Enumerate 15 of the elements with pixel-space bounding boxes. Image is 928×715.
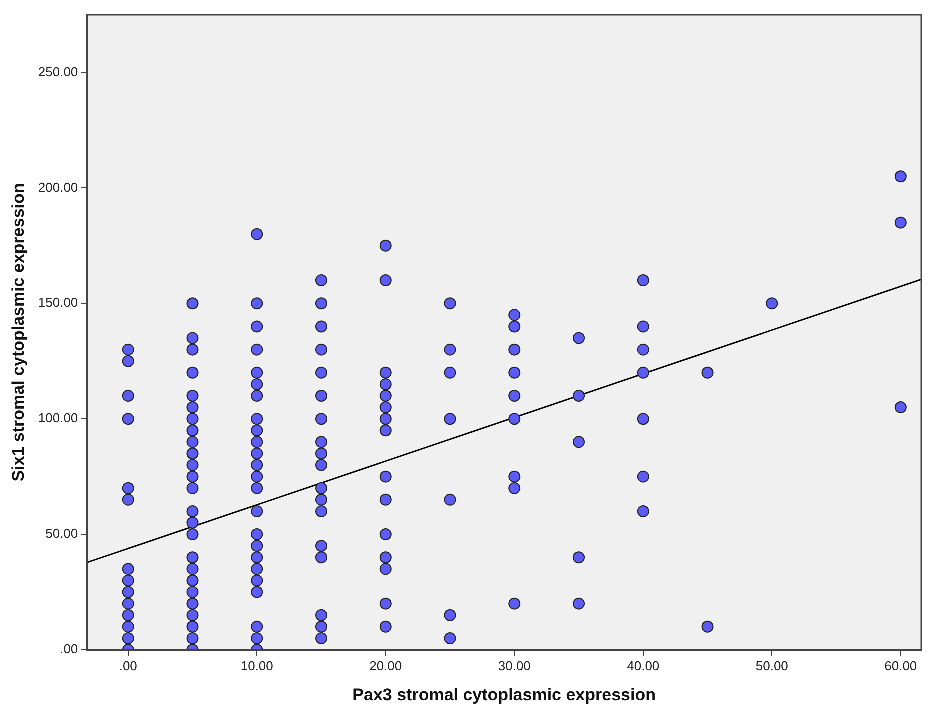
x-tick-label: 20.00 bbox=[370, 658, 402, 674]
y-tick-label: 200.00 bbox=[38, 180, 78, 195]
y-tick-label: 50.00 bbox=[46, 526, 78, 542]
x-tick-label: 10.00 bbox=[240, 658, 274, 674]
y-tick-label: 100.00 bbox=[38, 410, 78, 426]
x-tick-label: 60.00 bbox=[884, 658, 918, 674]
x-tick-label: 30.00 bbox=[498, 658, 531, 674]
x-tick-label: .00 bbox=[119, 658, 138, 674]
y-tick-label: .00 bbox=[60, 642, 78, 657]
x-tick-label: 50.00 bbox=[756, 658, 788, 674]
y-axis-title: Six1 stromal cytoplasmic expression bbox=[8, 183, 28, 482]
y-tick-label: 250.00 bbox=[38, 64, 78, 80]
x-axis-title: Pax3 stromal cytoplasmic expression bbox=[352, 685, 656, 704]
x-tick-label: 40.00 bbox=[627, 658, 660, 674]
y-tick-label: 150.00 bbox=[38, 295, 78, 310]
